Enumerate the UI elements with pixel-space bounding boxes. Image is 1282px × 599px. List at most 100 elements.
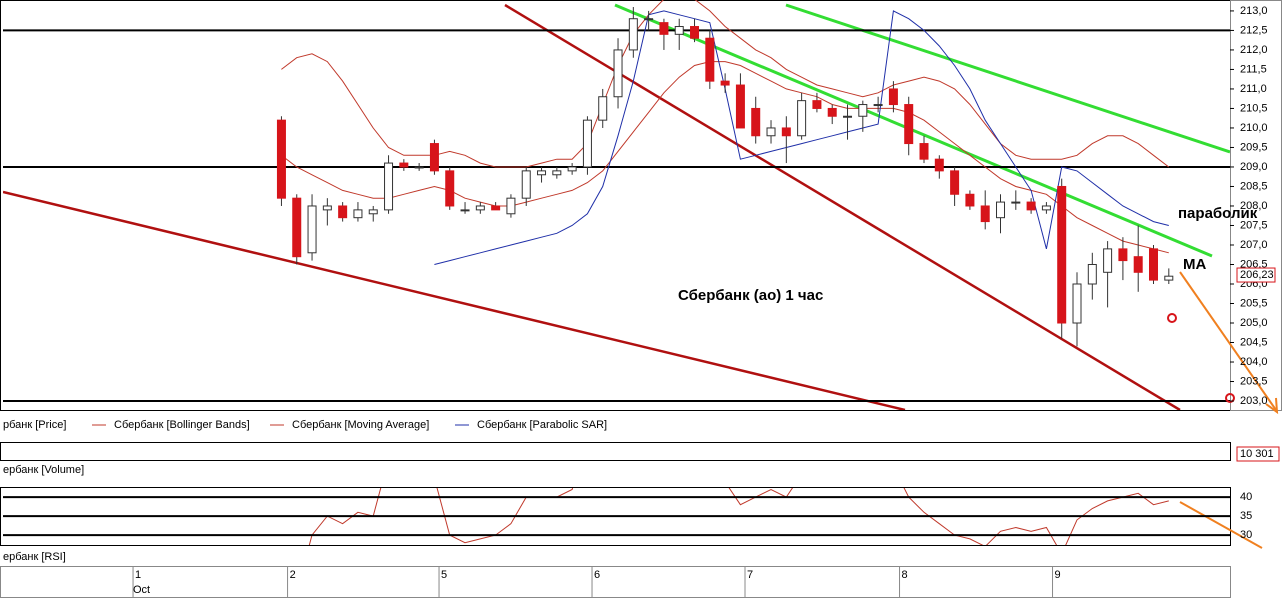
- y-tick-label: 212,5: [1240, 24, 1268, 36]
- candle-body: [873, 104, 883, 107]
- x-tick-label: 2: [290, 569, 296, 581]
- x-tick-label: 8: [902, 569, 908, 581]
- chart-title: Сбербанк (ао) 1 час: [678, 287, 823, 304]
- y-tick-label: 204,5: [1240, 336, 1268, 348]
- candle-body: [919, 143, 929, 160]
- y-tick-label: 204,0: [1240, 356, 1268, 368]
- candle-body: [582, 119, 592, 168]
- candle-body: [888, 88, 898, 106]
- candle-body: [812, 100, 822, 109]
- candle-body: [307, 205, 317, 254]
- candle-body: [491, 205, 501, 211]
- arrow: [1179, 501, 1263, 549]
- price-axis: [1230, 0, 1282, 411]
- candle-body: [904, 104, 914, 145]
- candle-body: [1103, 248, 1113, 273]
- trend-line: [3, 190, 906, 410]
- candle-body: [781, 127, 791, 137]
- candle-body: [797, 100, 807, 137]
- volume-label: 10 301: [1240, 448, 1274, 460]
- candle-body: [368, 209, 378, 215]
- candle-body: [644, 18, 654, 21]
- price-plot: [3, 0, 1230, 410]
- rsi-tick-label: 35: [1240, 510, 1252, 522]
- candle-body: [1087, 263, 1097, 285]
- candle-body: [598, 96, 608, 121]
- indicator-line: [281, 0, 1170, 168]
- candle-body: [934, 158, 944, 172]
- candle-body: [460, 209, 470, 212]
- y-tick-label: 210,5: [1240, 102, 1268, 114]
- y-tick-label: 213,0: [1240, 5, 1268, 17]
- candle-body: [1011, 201, 1021, 204]
- legend-entry: Сбербанк [Bollinger Bands]: [114, 419, 250, 431]
- candle-body: [628, 18, 638, 51]
- y-tick-label: 211,0: [1240, 83, 1267, 95]
- y-tick-label: 208,0: [1240, 200, 1268, 212]
- x-tick-label: 9: [1055, 569, 1061, 581]
- y-tick-label: 209,5: [1240, 141, 1268, 153]
- candle-body: [353, 209, 363, 219]
- candle-body: [567, 166, 577, 172]
- y-tick-label: 206,5: [1240, 258, 1268, 270]
- candle-body: [445, 170, 455, 207]
- candle-body: [399, 162, 409, 168]
- y-tick-label: 207,0: [1240, 239, 1268, 251]
- volume-panel: [0, 442, 1231, 461]
- annotation: MA: [1183, 256, 1206, 273]
- last-price-label: 206,23: [1240, 269, 1274, 281]
- candle-body: [1072, 283, 1082, 324]
- last-price-box: [1236, 267, 1276, 283]
- candle-body: [322, 205, 332, 211]
- candle-body: [659, 22, 669, 35]
- candle-body: [506, 197, 516, 215]
- candle-body: [338, 205, 348, 219]
- candle-body: [1057, 185, 1067, 324]
- rsi-line: [308, 488, 1169, 545]
- indicator-line: [434, 10, 1169, 265]
- y-tick-label: 212,0: [1240, 44, 1268, 56]
- candle-body: [858, 104, 868, 117]
- candle-body: [980, 205, 990, 223]
- arrow: [1179, 271, 1277, 411]
- candle-body: [674, 26, 684, 35]
- candle-body: [1133, 256, 1143, 273]
- annotation: параболик: [1178, 205, 1258, 222]
- candle-body: [537, 170, 547, 176]
- legend-entry: Сбербанк [Parabolic SAR]: [477, 419, 607, 431]
- y-tick-label: 211,5: [1240, 63, 1267, 75]
- trend-line: [614, 3, 1213, 258]
- candle-body: [1149, 248, 1159, 281]
- y-tick-label: 203,0: [1240, 395, 1268, 407]
- candle-body: [552, 170, 562, 176]
- candle-body: [475, 205, 485, 211]
- candle-body: [705, 37, 715, 82]
- y-tick-label: 208,5: [1240, 180, 1268, 192]
- indicator-line: [281, 61, 1169, 254]
- candle-body: [690, 26, 700, 39]
- candle-body: [735, 84, 745, 129]
- marker: [1167, 313, 1177, 323]
- candle-body: [965, 193, 975, 207]
- candle-body: [384, 162, 394, 211]
- rsi-tick-label: 40: [1240, 491, 1252, 503]
- date-axis: [0, 566, 1231, 598]
- candle-body: [996, 201, 1006, 219]
- y-tick-label: 205,0: [1240, 317, 1268, 329]
- candle-body: [292, 197, 302, 258]
- arrow-head: [1265, 397, 1279, 415]
- candle-body: [1118, 248, 1128, 262]
- legend-entry: рбанк [Price]: [3, 419, 66, 431]
- candle-body: [751, 107, 761, 137]
- candle-body: [613, 49, 623, 98]
- x-tick-label: 5: [441, 569, 447, 581]
- candle-body: [1026, 201, 1036, 211]
- candle-body: [827, 107, 837, 117]
- y-tick-label: 210,0: [1240, 122, 1268, 134]
- y-tick-label: 209,0: [1240, 161, 1268, 173]
- legend-entry: ербанк [RSI]: [3, 551, 66, 563]
- y-tick-label: 207,5: [1240, 219, 1268, 231]
- candle-body: [1041, 205, 1051, 211]
- rsi-plot: [308, 488, 1169, 545]
- y-tick-label: 203,5: [1240, 375, 1268, 387]
